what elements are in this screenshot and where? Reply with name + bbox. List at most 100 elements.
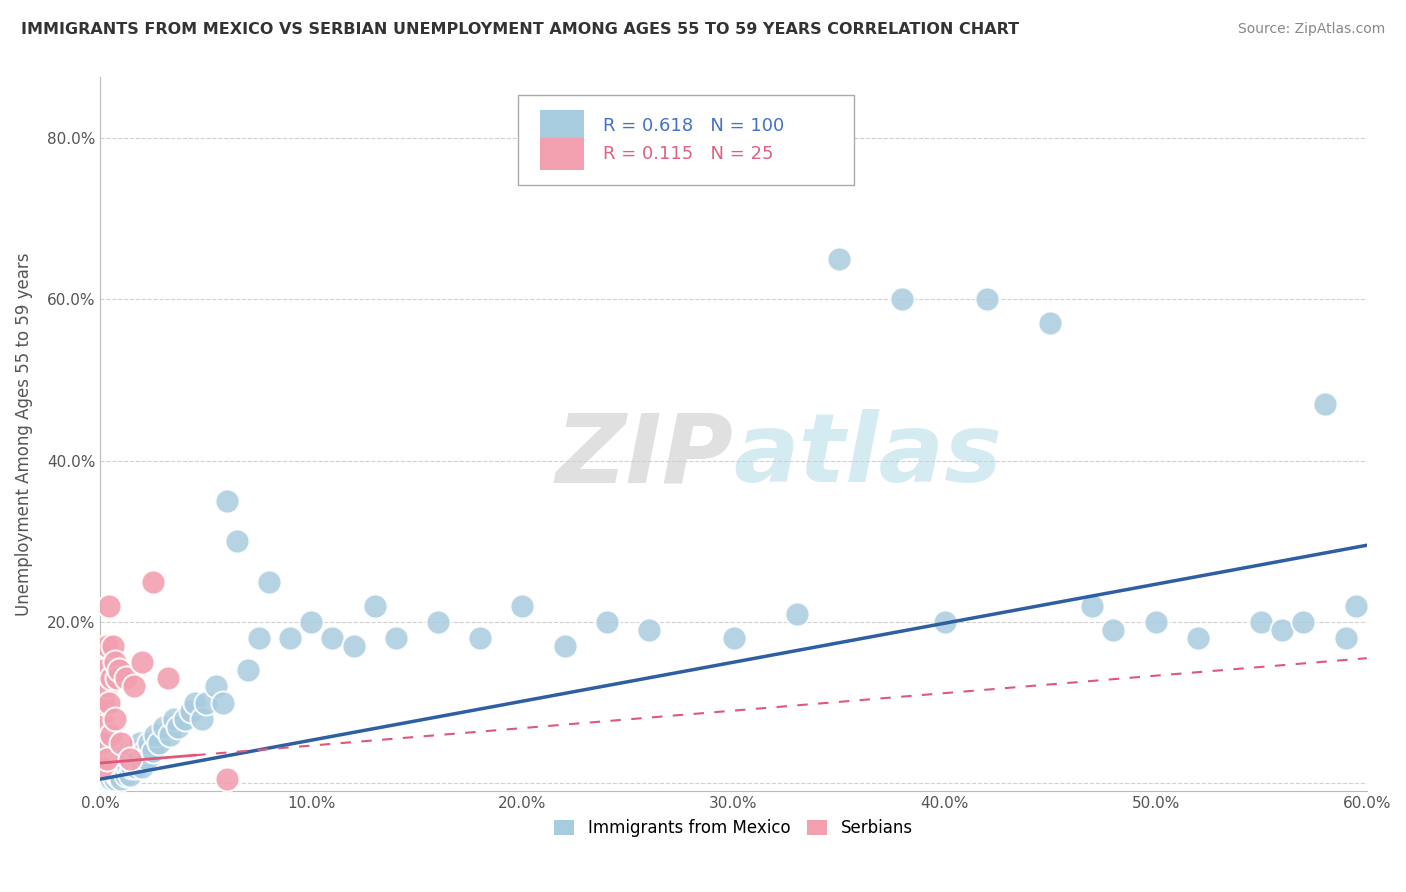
Point — [110, 772, 132, 787]
Point — [96, 744, 118, 758]
Bar — [540, 138, 583, 170]
Point — [131, 655, 153, 669]
Point — [100, 760, 122, 774]
Point — [93, 760, 115, 774]
Point — [96, 752, 118, 766]
Point — [101, 639, 124, 653]
Point — [93, 752, 115, 766]
Point — [142, 744, 165, 758]
Point — [114, 768, 136, 782]
Point — [363, 599, 385, 613]
Point — [105, 671, 128, 685]
Point — [596, 615, 619, 629]
Point — [97, 772, 120, 787]
Point — [173, 712, 195, 726]
Point — [100, 728, 122, 742]
Point — [104, 760, 127, 774]
Point — [122, 680, 145, 694]
Point — [512, 599, 534, 613]
Point — [108, 663, 131, 677]
Point — [247, 631, 270, 645]
Point — [427, 615, 450, 629]
FancyBboxPatch shape — [519, 95, 853, 185]
Point — [976, 292, 998, 306]
Point — [100, 768, 122, 782]
Point — [104, 712, 127, 726]
Point — [97, 599, 120, 613]
Point — [828, 252, 851, 266]
Point — [112, 744, 135, 758]
Point — [91, 760, 114, 774]
Point — [148, 736, 170, 750]
Point — [96, 752, 118, 766]
Point — [215, 494, 238, 508]
Point — [205, 680, 228, 694]
Point — [121, 760, 143, 774]
Point — [184, 696, 207, 710]
Text: ZIP: ZIP — [555, 409, 734, 502]
Point — [321, 631, 343, 645]
Point — [129, 736, 152, 750]
Point — [93, 663, 115, 677]
Point — [91, 712, 114, 726]
Point — [110, 760, 132, 774]
Point — [93, 768, 115, 782]
Point — [110, 736, 132, 750]
Point — [97, 768, 120, 782]
Point — [167, 720, 190, 734]
Point — [1334, 631, 1357, 645]
Point — [135, 752, 157, 766]
Point — [1039, 317, 1062, 331]
Point — [105, 752, 128, 766]
Point — [114, 752, 136, 766]
Point — [470, 631, 492, 645]
Point — [384, 631, 406, 645]
Point — [118, 752, 141, 766]
Bar — [540, 110, 583, 142]
Point — [96, 768, 118, 782]
Point — [112, 760, 135, 774]
Point — [96, 760, 118, 774]
Point — [105, 768, 128, 782]
Point — [236, 663, 259, 677]
Point — [138, 736, 160, 750]
Point — [104, 655, 127, 669]
Point — [100, 772, 122, 787]
Point — [117, 760, 139, 774]
Point — [1271, 623, 1294, 637]
Point — [91, 772, 114, 787]
Point — [97, 752, 120, 766]
Point — [96, 639, 118, 653]
Point — [93, 744, 115, 758]
Point — [1313, 397, 1336, 411]
Point — [101, 760, 124, 774]
Point — [96, 772, 118, 787]
Point — [1250, 615, 1272, 629]
Point — [117, 744, 139, 758]
Point — [934, 615, 956, 629]
Point — [1081, 599, 1104, 613]
Point — [299, 615, 322, 629]
Point — [190, 712, 212, 726]
Point — [1292, 615, 1315, 629]
Point — [211, 696, 233, 710]
Point — [1346, 599, 1368, 613]
Point — [134, 744, 156, 758]
Point — [108, 768, 131, 782]
Point — [91, 760, 114, 774]
Legend: Immigrants from Mexico, Serbians: Immigrants from Mexico, Serbians — [548, 813, 920, 844]
Point — [1144, 615, 1167, 629]
Point — [110, 752, 132, 766]
Point — [143, 728, 166, 742]
Point — [125, 760, 148, 774]
Point — [91, 752, 114, 766]
Point — [118, 752, 141, 766]
Point — [891, 292, 914, 306]
Point — [278, 631, 301, 645]
Point — [97, 696, 120, 710]
Point — [100, 671, 122, 685]
Point — [101, 768, 124, 782]
Point — [159, 728, 181, 742]
Point — [554, 639, 576, 653]
Point — [122, 744, 145, 758]
